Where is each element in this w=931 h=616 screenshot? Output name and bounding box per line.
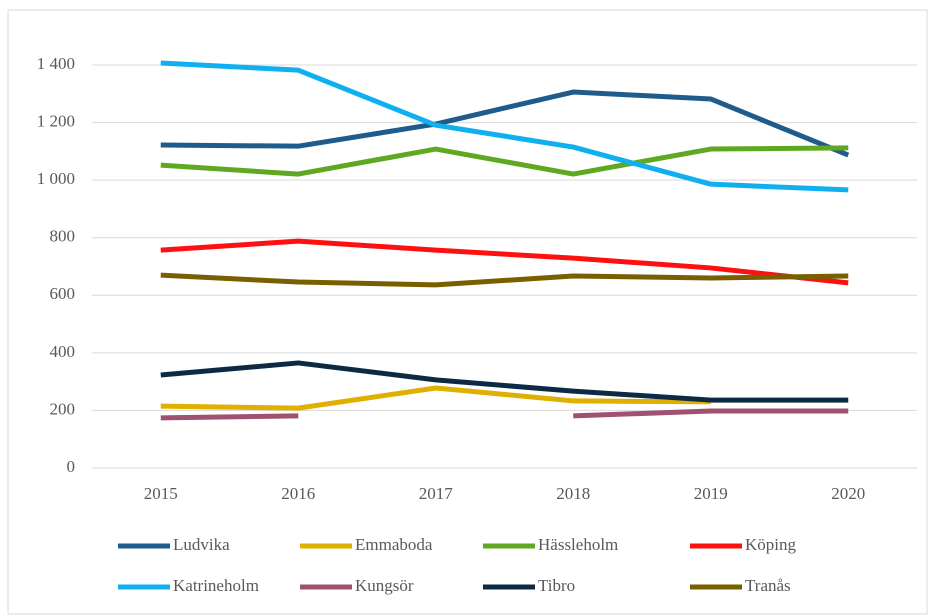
x-tick-label: 2019	[694, 484, 728, 503]
legend-label: Kungsör	[355, 576, 414, 595]
legend-label: Tranås	[745, 576, 791, 595]
y-tick-label: 1 200	[37, 111, 75, 130]
legend-label: Katrineholm	[173, 576, 259, 595]
legend-label: Ludvika	[173, 535, 230, 554]
series-line	[160, 238, 849, 286]
series-line	[160, 385, 711, 411]
legend-label: Hässleholm	[538, 535, 618, 554]
y-tick-label: 1 400	[37, 54, 75, 73]
legend-label: Tibro	[538, 576, 575, 595]
series-line	[160, 360, 849, 403]
y-tick-label: 1 000	[37, 169, 75, 188]
series-line	[160, 408, 849, 421]
series-line	[160, 89, 850, 158]
x-tick-label: 2015	[144, 484, 178, 503]
legend-label: Emmaboda	[355, 535, 433, 554]
series-line	[160, 60, 849, 193]
x-tick-label: 2020	[831, 484, 865, 503]
series-line	[160, 272, 849, 288]
chart-frame	[7, 9, 928, 615]
x-tick-label: 2017	[419, 484, 454, 503]
y-tick-label: 0	[67, 457, 76, 476]
y-tick-label: 800	[50, 227, 76, 246]
series-line	[160, 145, 849, 177]
x-tick-label: 2018	[556, 484, 590, 503]
y-tick-label: 600	[50, 284, 76, 303]
legend-label: Köping	[745, 535, 797, 554]
x-tick-label: 2016	[281, 484, 315, 503]
y-tick-label: 400	[50, 342, 76, 361]
y-tick-label: 200	[50, 399, 76, 418]
